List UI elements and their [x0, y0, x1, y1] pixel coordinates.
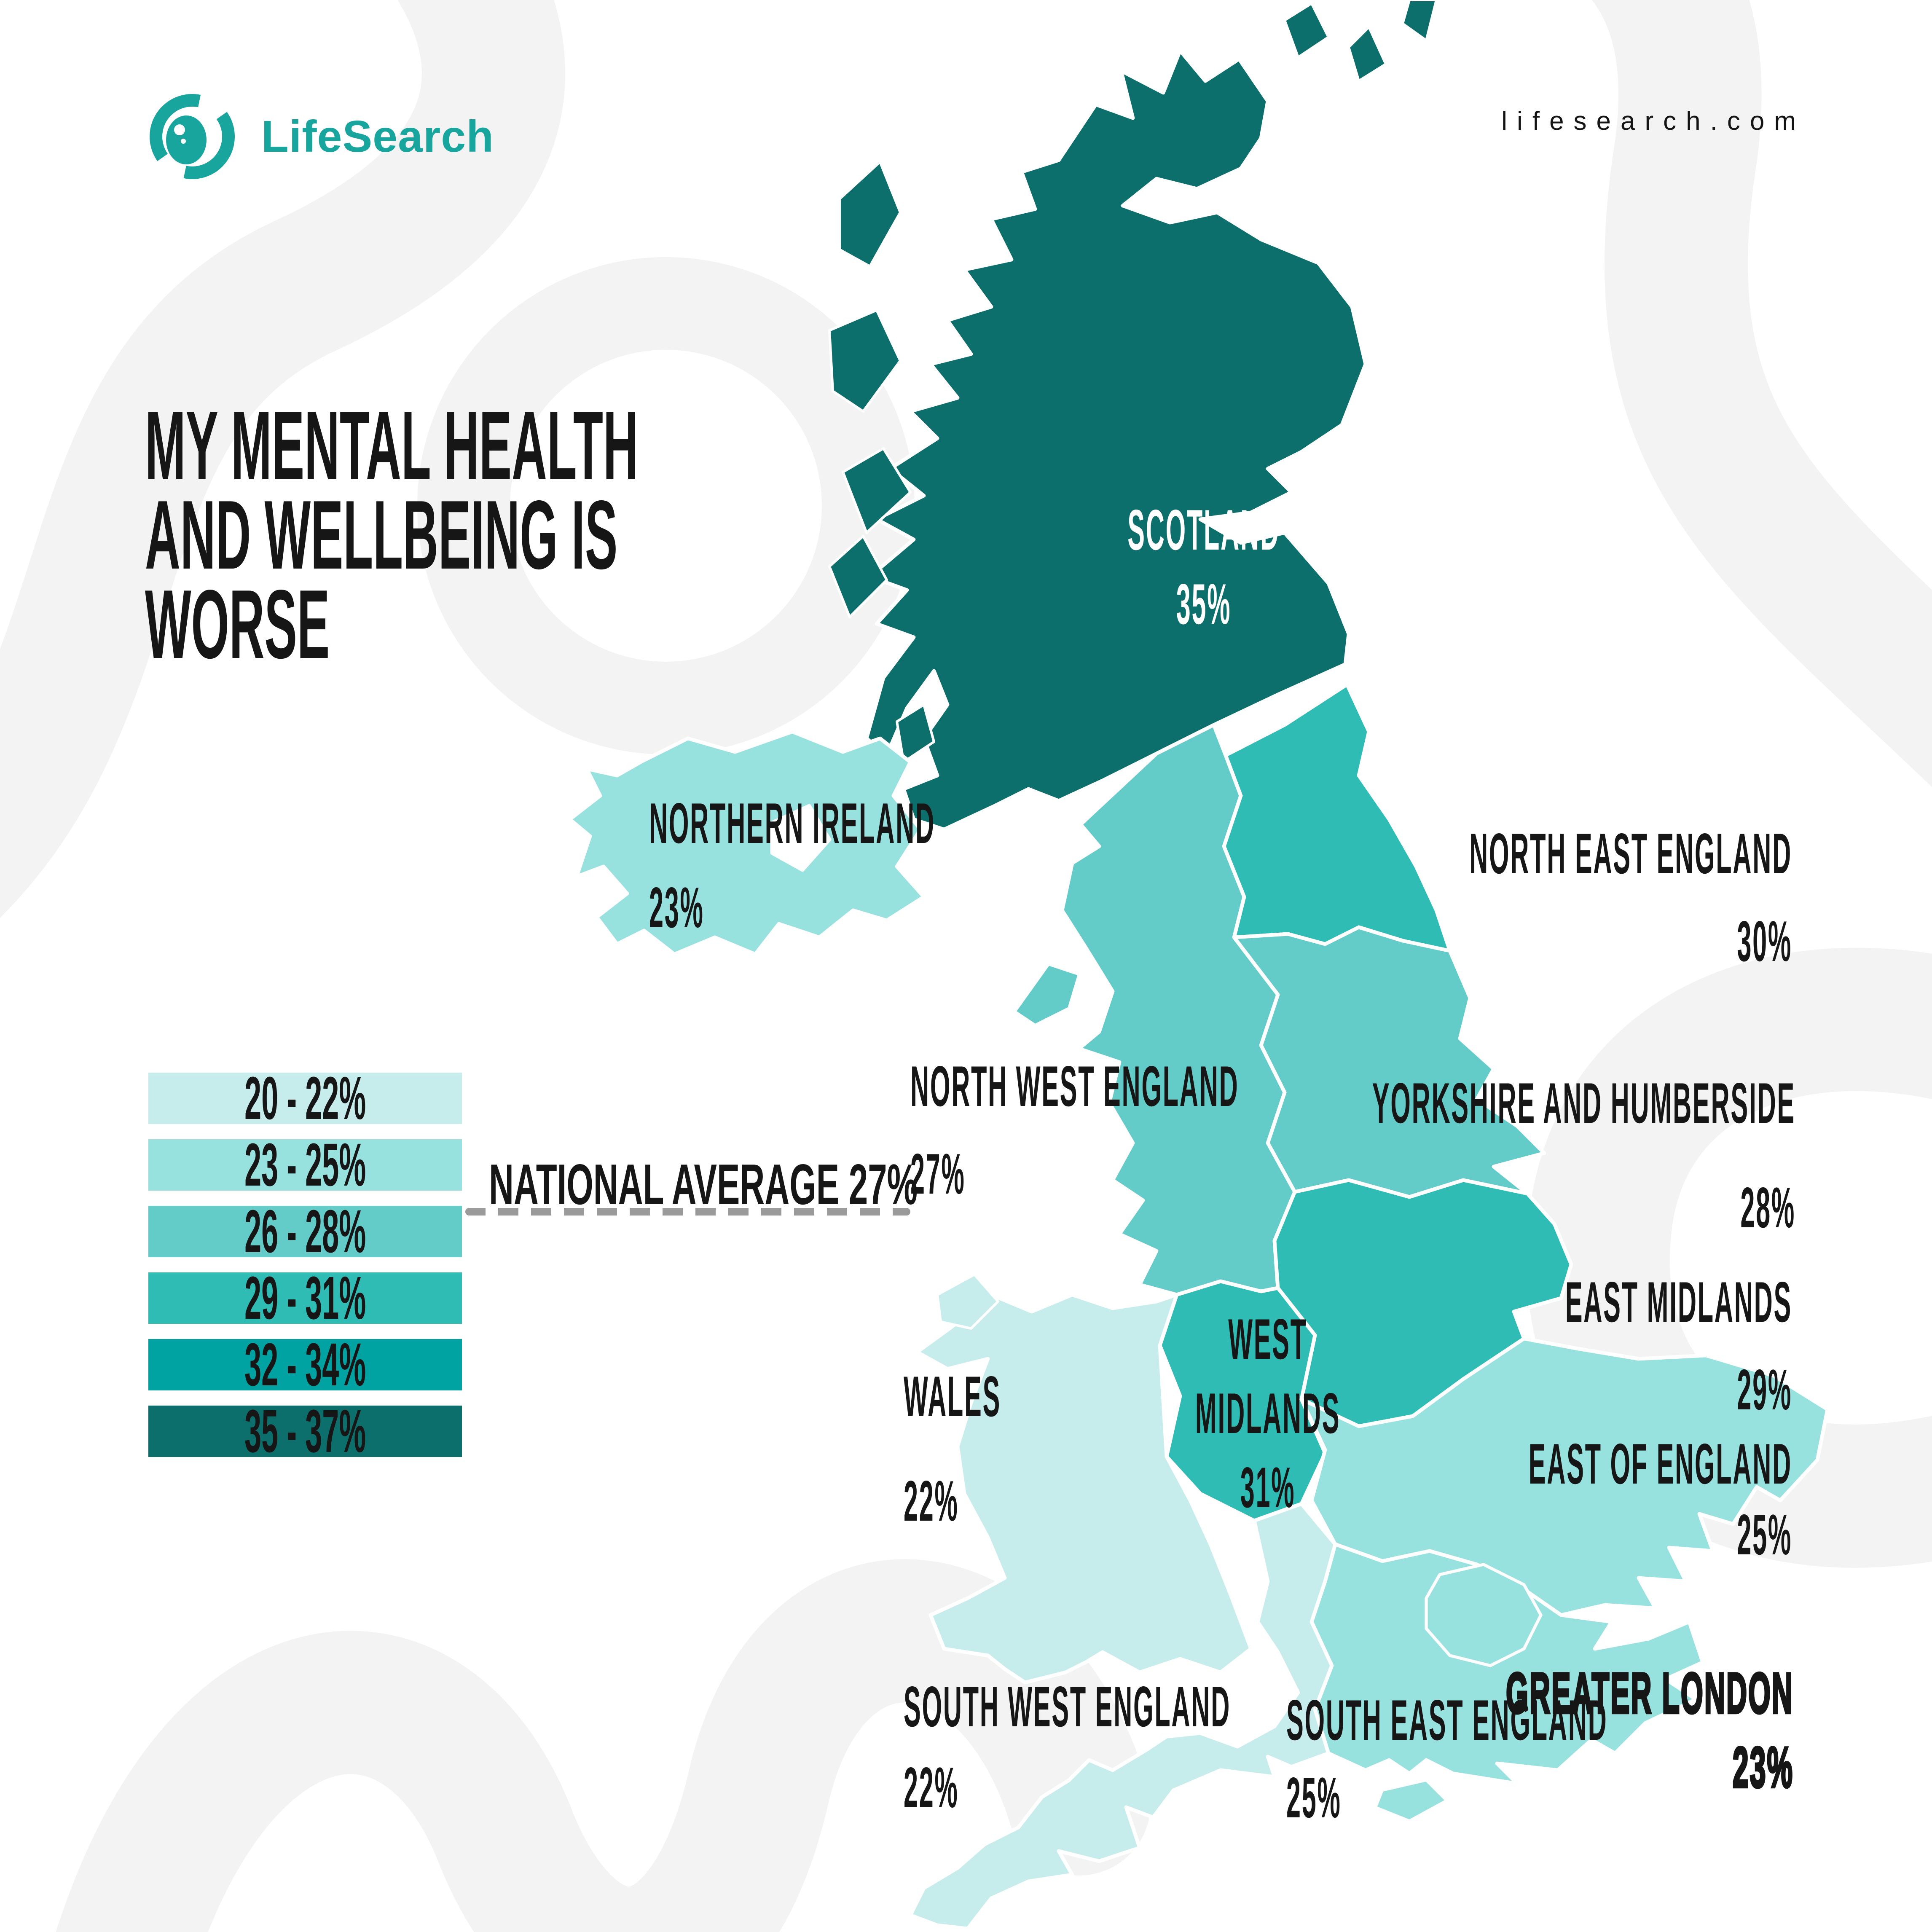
value-yorkshire-and-humberside: 28% [1740, 1176, 1795, 1240]
value-scotland: 35% [1176, 573, 1232, 636]
value-wales: 22% [904, 1470, 959, 1533]
legend-item-32-34: 32 - 34% [148, 1334, 462, 1395]
region-isle-of-man [1014, 963, 1080, 1026]
label-scotland: SCOTLAND [1127, 499, 1280, 562]
region-yorkshire-and-humberside [1232, 925, 1546, 1199]
scotland-islands [828, 0, 1438, 763]
legend-item-29-31: 29 - 31% [148, 1268, 462, 1328]
title-line-3: WORSE [145, 570, 330, 679]
website-url: lifesearch.com [1501, 107, 1806, 136]
legend: 20 - 22% 23 - 25% 26 - 28% 29 - 31% 32 -… [148, 1068, 462, 1472]
label-west-midlands-2: MIDLANDS [1195, 1382, 1341, 1446]
label-northern-ireland: NORTHERN IRELAND [649, 792, 935, 856]
region-wales-anglesey [936, 1273, 999, 1330]
legend-item-35-37: 35 - 37% [148, 1401, 462, 1462]
value-east-midlands: 29% [1737, 1358, 1792, 1422]
value-east-of-england: 25% [1737, 1503, 1792, 1567]
national-average-label: NATIONAL AVERAGE 27% [489, 1152, 918, 1216]
label-east-of-england: EAST OF ENGLAND [1529, 1433, 1792, 1496]
region-isle-of-wight [1374, 1779, 1448, 1822]
region-west-midlands [1158, 1279, 1327, 1523]
value-north-east-england: 30% [1737, 910, 1792, 974]
region-greater-london [1425, 1563, 1543, 1667]
region-south-west-england [908, 1502, 1337, 1931]
value-south-west-england: 22% [904, 1756, 959, 1820]
label-east-midlands: EAST MIDLANDS [1565, 1271, 1792, 1334]
label-south-west-england: SOUTH WEST ENGLAND [904, 1675, 1231, 1739]
page-title: MY MENTAL HEALTH AND WELLBEING IS WORSE [145, 391, 1132, 679]
value-north-west-england: 27% [910, 1143, 966, 1206]
label-south-east-england: SOUTH EAST ENGLAND [1286, 1689, 1608, 1752]
legend-item-20-22: 20 - 22% [148, 1068, 462, 1129]
region-scotland [864, 48, 1368, 832]
national-average-dashed-line [465, 1208, 910, 1216]
title-line-2: AND WELLBEING IS [145, 480, 618, 590]
label-wales: WALES [904, 1365, 1001, 1429]
region-north-west-england [1060, 723, 1297, 1297]
region-wales [915, 1293, 1253, 1685]
value-west-midlands: 31% [1240, 1456, 1296, 1520]
value-northern-ireland: 23% [649, 876, 704, 940]
legend-item-26-28: 26 - 28% [148, 1201, 462, 1262]
legend-item-23-25: 23 - 25% [148, 1135, 462, 1195]
logo: LifeSearch [142, 86, 494, 187]
title-line-1: MY MENTAL HEALTH [145, 391, 639, 500]
region-north-east-england [1222, 682, 1452, 953]
logo-wordmark: LifeSearch [261, 111, 494, 161]
eye-icon [150, 94, 235, 179]
value-south-east-england: 25% [1286, 1766, 1342, 1830]
label-north-west-england: NORTH WEST ENGLAND [910, 1055, 1239, 1119]
region-northern-ireland [568, 730, 926, 956]
region-east-of-england [1299, 1336, 1830, 1617]
label-greater-london: GREATER LONDON [1506, 1661, 1794, 1725]
value-greater-london: 23% [1733, 1735, 1794, 1799]
label-north-east-england: NORTH EAST ENGLAND [1469, 822, 1792, 886]
label-yorkshire-and-humberside: YORKSHIRE AND HUMBERSIDE [1372, 1072, 1795, 1135]
label-west-midlands-1: WEST [1228, 1308, 1307, 1371]
